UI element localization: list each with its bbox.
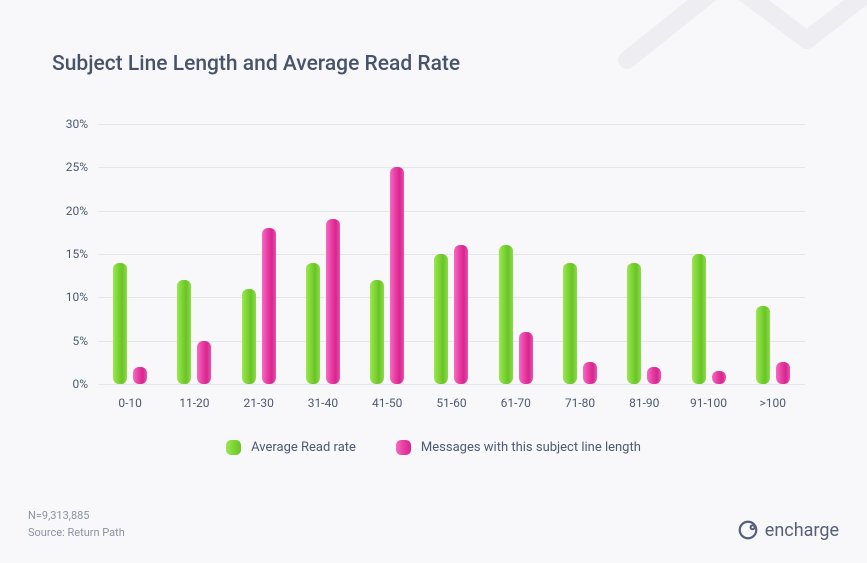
bar-avg_read_rate — [756, 306, 770, 384]
category-group — [741, 124, 805, 384]
category-group — [419, 124, 483, 384]
y-tick: 0% — [72, 377, 88, 391]
bar-avg_read_rate — [692, 254, 706, 384]
brand-icon — [737, 519, 759, 541]
x-tick: 81-90 — [612, 396, 676, 410]
category-group — [355, 124, 419, 384]
bar-avg_read_rate — [242, 289, 256, 384]
category-group — [162, 124, 226, 384]
legend-item-read-rate: Average Read rate — [226, 440, 356, 455]
bar-messages_with_length — [197, 341, 211, 384]
x-tick: 61-70 — [484, 396, 548, 410]
category-group — [291, 124, 355, 384]
x-tick: 41-50 — [355, 396, 419, 410]
chart-title: Subject Line Length and Average Read Rat… — [52, 52, 815, 76]
bar-avg_read_rate — [499, 245, 513, 384]
legend-label: Messages with this subject line length — [421, 440, 641, 455]
category-group — [98, 124, 162, 384]
y-tick: 30% — [66, 117, 88, 131]
x-tick: >100 — [741, 396, 805, 410]
y-tick: 25% — [66, 160, 88, 174]
y-tick: 10% — [66, 290, 88, 304]
x-tick: 91-100 — [676, 396, 740, 410]
bar-avg_read_rate — [113, 263, 127, 384]
bars-group — [98, 124, 805, 384]
x-tick: 71-80 — [548, 396, 612, 410]
bar-messages_with_length — [454, 245, 468, 384]
y-axis: 0%5%10%15%20%25%30% — [52, 124, 92, 384]
y-tick: 5% — [72, 334, 88, 348]
brand: encharge — [737, 519, 839, 541]
bar-avg_read_rate — [627, 263, 641, 384]
grid-line — [98, 384, 805, 385]
chart-plot-area: 0%5%10%15%20%25%30% 0-1011-2021-3031-404… — [98, 124, 805, 384]
brand-name: encharge — [765, 520, 839, 541]
bar-avg_read_rate — [434, 254, 448, 384]
x-tick: 11-20 — [162, 396, 226, 410]
y-tick: 15% — [66, 247, 88, 261]
category-group — [612, 124, 676, 384]
bar-avg_read_rate — [177, 280, 191, 384]
category-group — [548, 124, 612, 384]
bar-messages_with_length — [326, 219, 340, 384]
bar-avg_read_rate — [306, 263, 320, 384]
category-group — [227, 124, 291, 384]
bar-messages_with_length — [647, 367, 661, 384]
bar-messages_with_length — [583, 362, 597, 384]
sample-size: N=9,313,885 — [28, 508, 125, 525]
bar-messages_with_length — [519, 332, 533, 384]
legend-label: Average Read rate — [251, 440, 356, 455]
category-group — [676, 124, 740, 384]
x-tick: 51-60 — [419, 396, 483, 410]
x-tick: 0-10 — [98, 396, 162, 410]
bar-messages_with_length — [133, 367, 147, 384]
bar-avg_read_rate — [370, 280, 384, 384]
plot: 0-1011-2021-3031-4041-5051-6061-7071-808… — [98, 124, 805, 384]
x-tick: 21-30 — [227, 396, 291, 410]
y-tick: 20% — [66, 204, 88, 218]
source-label: Source: Return Path — [28, 525, 125, 542]
legend-item-messages: Messages with this subject line length — [396, 440, 641, 455]
x-tick: 31-40 — [291, 396, 355, 410]
chart-container: Subject Line Length and Average Read Rat… — [0, 0, 867, 563]
bar-messages_with_length — [712, 371, 726, 384]
bar-messages_with_length — [390, 167, 404, 384]
bar-avg_read_rate — [563, 263, 577, 384]
bar-messages_with_length — [262, 228, 276, 384]
category-group — [484, 124, 548, 384]
legend-swatch-green — [226, 440, 241, 455]
legend: Average Read rate Messages with this sub… — [52, 440, 815, 455]
x-axis: 0-1011-2021-3031-4041-5051-6061-7071-808… — [98, 396, 805, 410]
legend-swatch-pink — [396, 440, 411, 455]
bar-messages_with_length — [776, 362, 790, 384]
footer-meta: N=9,313,885 Source: Return Path — [28, 508, 125, 541]
